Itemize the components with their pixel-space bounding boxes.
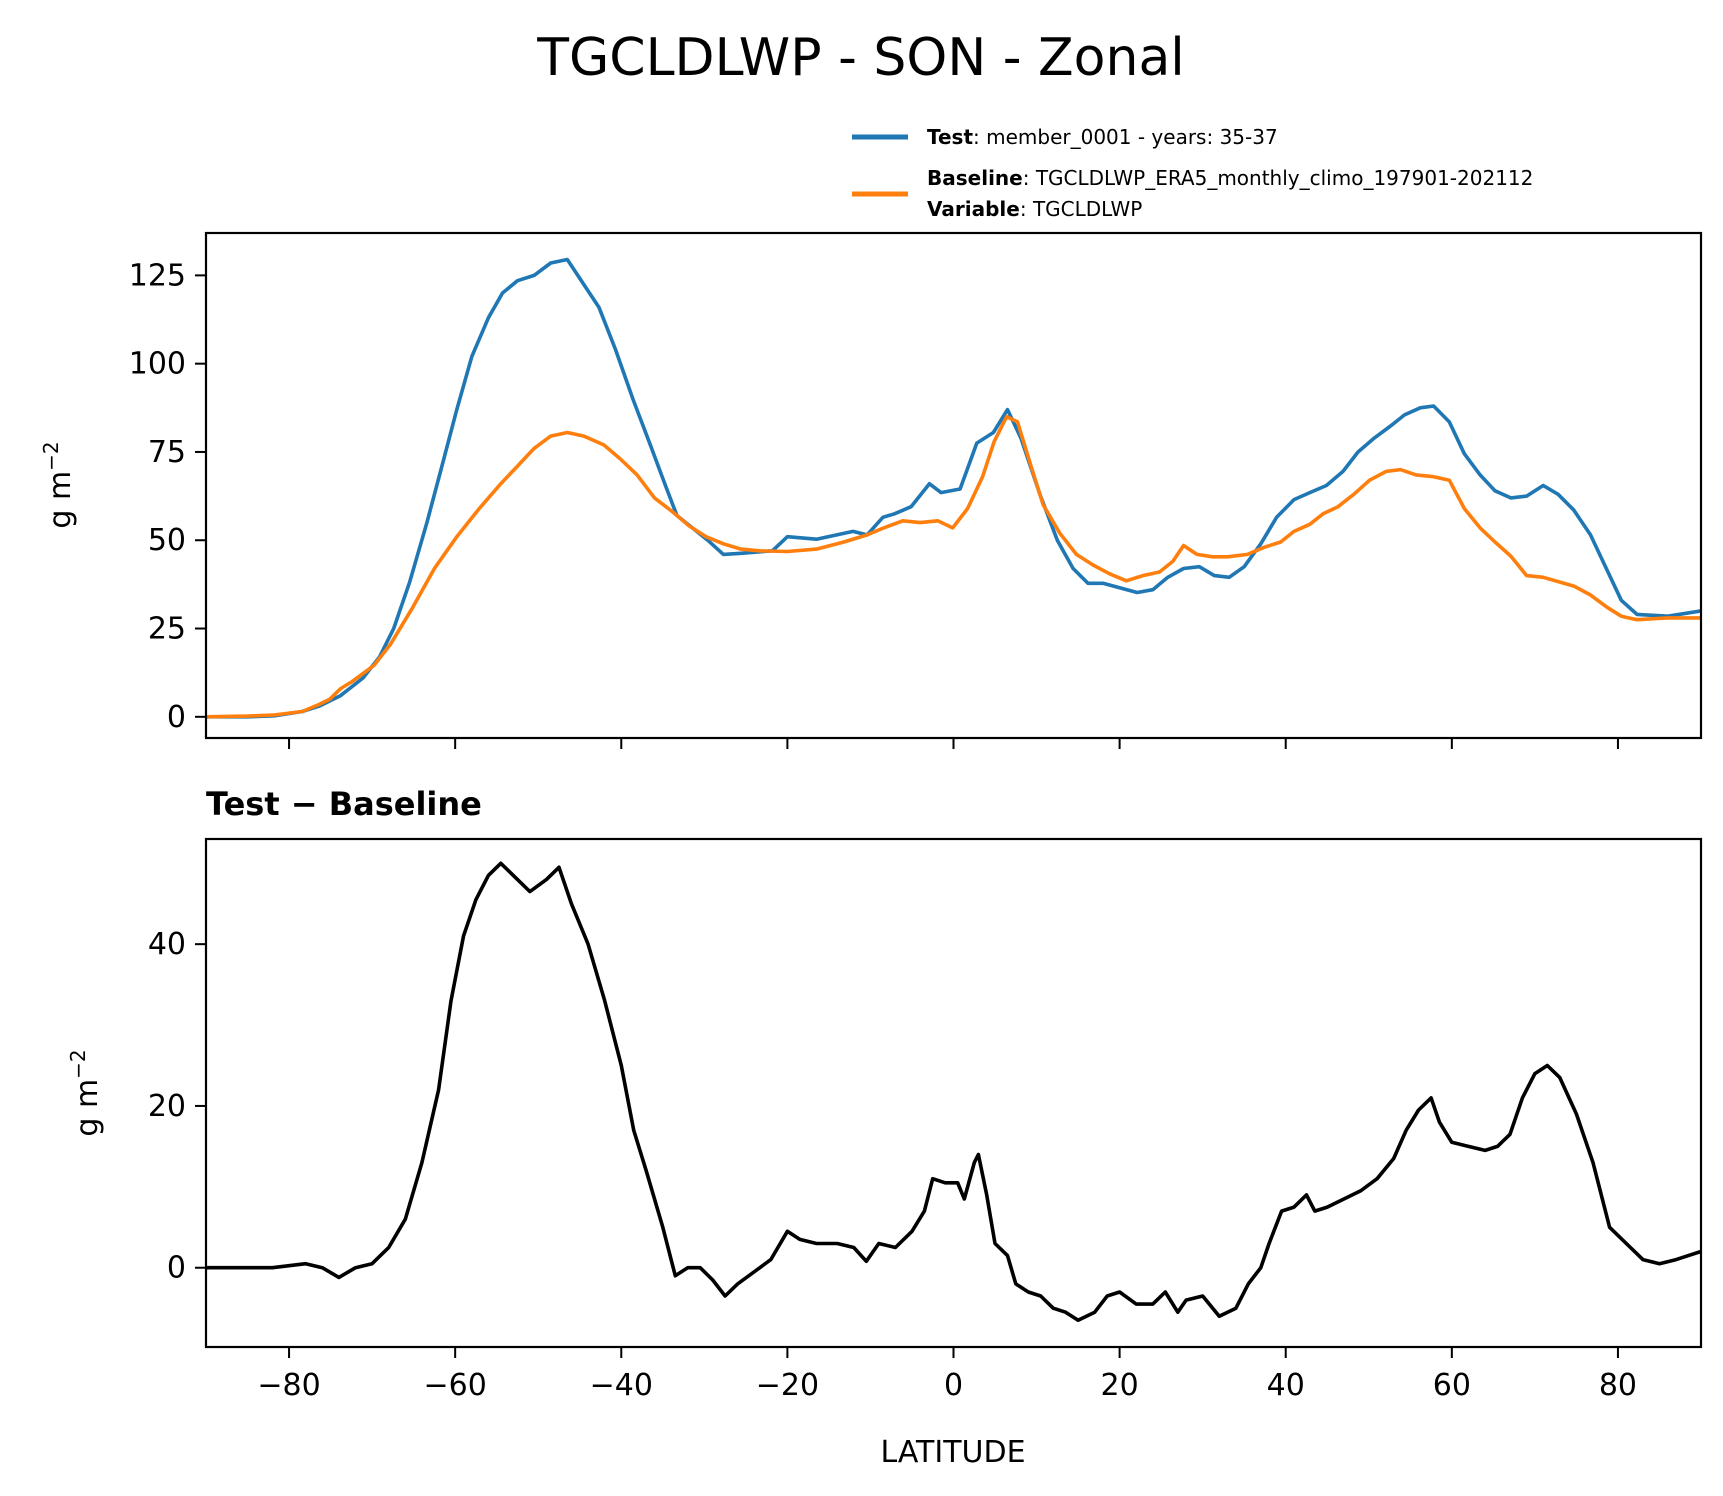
top-y-tick-label: 75 [148, 435, 186, 470]
bottom-y-tick-label: 0 [167, 1251, 186, 1286]
x-tick-label: 40 [1267, 1368, 1305, 1403]
x-tick-label: −80 [257, 1368, 320, 1403]
top-y-tick-label: 0 [167, 700, 186, 735]
bottom-y-ticks: 0 20 40 [148, 927, 206, 1286]
top-series-baseline [206, 414, 1701, 719]
legend-test-text: : member_0001 - years: 35-37 [973, 125, 1278, 149]
figure-title: TGCLDLWP - SON - Zonal [536, 28, 1185, 88]
top-y-ticks: 0 25 50 75 100 125 [129, 258, 206, 735]
x-tick-label: 60 [1433, 1368, 1471, 1403]
top-y-axis-label: g m−2 [39, 441, 78, 528]
bottom-series-lines [206, 861, 1701, 1323]
top-series-test [206, 257, 1701, 719]
x-tick-label: −40 [590, 1368, 653, 1403]
top-y-tick-label: 100 [129, 347, 186, 382]
svg-text:Variable: TGCLDLWP: Variable: TGCLDLWP [927, 197, 1142, 221]
legend-variable-text: : TGCLDLWP [1020, 197, 1142, 221]
top-y-tick-label: 50 [148, 523, 186, 558]
x-tick-label: −60 [424, 1368, 487, 1403]
legend-test-label: Test [927, 125, 973, 149]
x-tick-label: 0 [944, 1368, 963, 1403]
svg-text:Baseline: TGCLDLWP_ERA5_monthl: Baseline: TGCLDLWP_ERA5_monthly_climo_19… [927, 166, 1533, 190]
svg-text:Test: member_0001 - years: 35-: Test: member_0001 - years: 35-37 [927, 125, 1278, 149]
x-tick-label: 20 [1101, 1368, 1139, 1403]
legend-baseline-text: : TGCLDLWP_ERA5_monthly_climo_197901-202… [1023, 166, 1534, 190]
bottom-panel: Test − Baseline −80 −60 −40 −20 0 20 40 60 80 0 2… [66, 785, 1703, 1470]
top-panel-frame [204, 231, 1703, 740]
top-y-tick-label: 125 [129, 258, 186, 293]
bottom-y-tick-label: 20 [148, 1089, 186, 1124]
bottom-panel-title: Test − Baseline [206, 785, 482, 823]
top-x-ticks [288, 738, 1619, 749]
x-axis-label: LATITUDE [880, 1435, 1025, 1470]
top-panel: 0 25 50 75 100 125 g m−2 [39, 231, 1703, 749]
legend-variable-label: Variable [927, 197, 1020, 221]
bottom-panel-frame [204, 837, 1703, 1349]
bottom-y-axis-label: g m−2 [66, 1049, 105, 1136]
legend: Test: member_0001 - years: 35-37 Baselin… [852, 125, 1533, 221]
legend-baseline-label: Baseline [927, 166, 1023, 190]
bottom-series-test-baseline [206, 861, 1701, 1323]
top-series-lines [206, 257, 1701, 719]
x-tick-label: −20 [756, 1368, 819, 1403]
bottom-x-ticks: −80 −60 −40 −20 0 20 40 60 80 [257, 1347, 1637, 1403]
x-tick-label: 80 [1599, 1368, 1637, 1403]
bottom-y-tick-label: 40 [148, 927, 186, 962]
top-y-tick-label: 25 [148, 612, 186, 647]
